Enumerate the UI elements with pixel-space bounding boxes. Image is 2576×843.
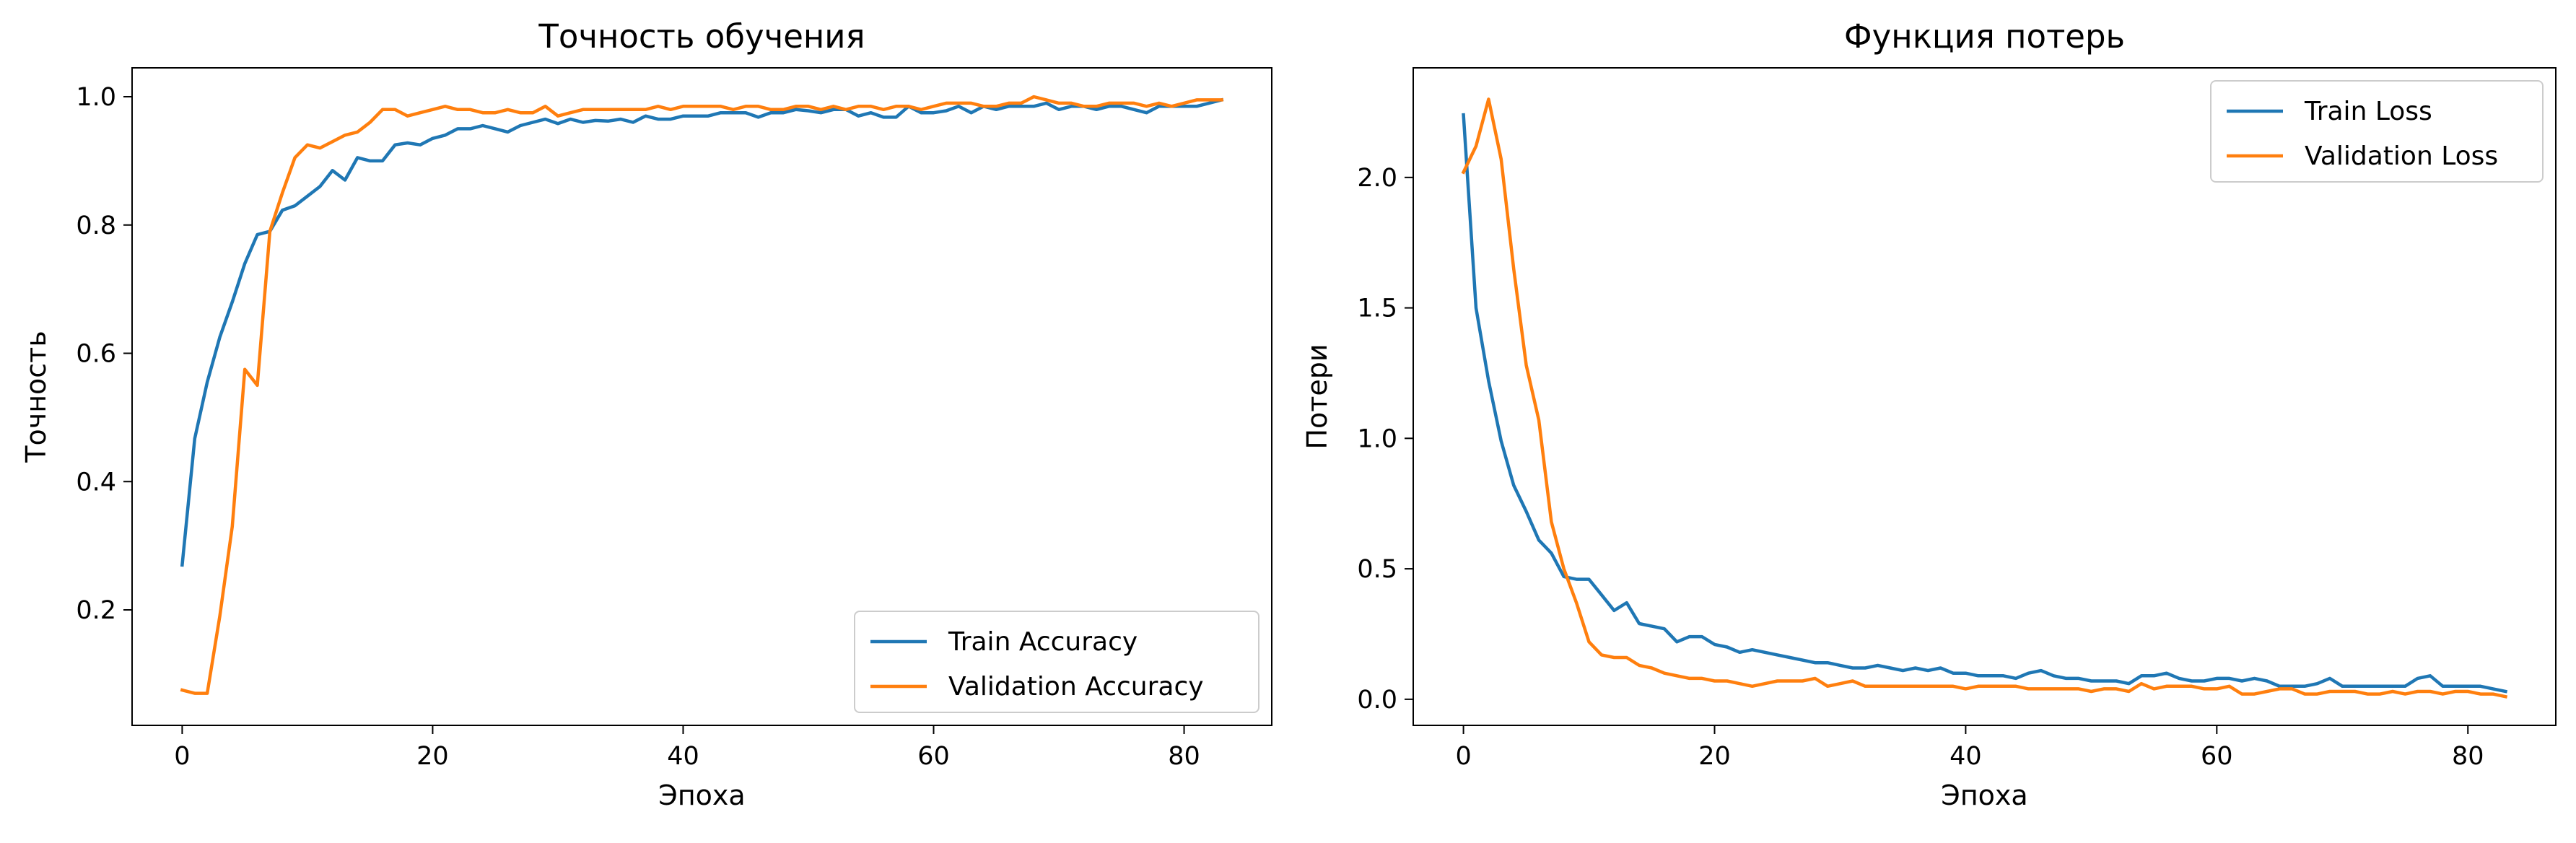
accuracy-plot-frame — [131, 67, 1272, 726]
accuracy-series-line-validation-accuracy — [180, 95, 1223, 695]
loss-y-tick-label: 0.5 — [1357, 555, 1397, 584]
accuracy-chart: Точность обучения 0 20 40 60 80 0.2 0.4 0.6 0.8 1.… — [20, 17, 1272, 811]
loss-legend-box — [2210, 80, 2544, 183]
accuracy-x-tick-label: 40 — [667, 742, 699, 771]
accuracy-series-line-train-accuracy — [180, 97, 1224, 567]
accuracy-y-tick-label: 0.4 — [76, 468, 116, 497]
loss-series-line-validation-loss — [1461, 97, 2508, 699]
loss-series-line-train-loss — [1462, 113, 2508, 694]
loss-y-tick-label: 2.0 — [1357, 164, 1397, 193]
loss-x-tick-label: 0 — [1455, 742, 1471, 771]
loss-y-tick-label: 1.0 — [1357, 424, 1397, 453]
loss-legend-label: Train Loss — [2304, 97, 2432, 126]
loss-title: Функция потерь — [1844, 17, 2125, 56]
accuracy-legend: Train Accuracy Validation Accuracy — [854, 611, 1259, 713]
loss-x-tick-label: 60 — [2201, 742, 2233, 771]
loss-x-tick-label: 20 — [1698, 742, 1731, 771]
accuracy-y-tick-label: 0.2 — [76, 596, 116, 625]
loss-x-axis-label: Эпоха — [1941, 779, 2027, 811]
loss-legend: Train Loss Validation Loss — [2210, 80, 2544, 183]
loss-plot-frame — [1413, 67, 2557, 726]
loss-x-tick-label: 40 — [1950, 742, 1982, 771]
accuracy-legend-label: Train Accuracy — [948, 627, 1138, 657]
accuracy-x-tick-label: 60 — [917, 742, 950, 771]
accuracy-x-tick-label: 0 — [174, 742, 190, 771]
loss-legend-label: Validation Loss — [2305, 141, 2498, 171]
accuracy-y-tick-label: 0.8 — [76, 211, 116, 240]
accuracy-x-tick-label: 20 — [416, 742, 449, 771]
loss-y-axis-label: Потери — [1301, 344, 1333, 449]
accuracy-legend-label: Validation Accuracy — [948, 672, 1204, 702]
accuracy-y-tick-label: 1.0 — [76, 83, 116, 112]
accuracy-title: Точность обучения — [538, 17, 865, 56]
accuracy-x-axis-label: Эпоха — [658, 779, 745, 811]
accuracy-x-tick-label: 80 — [1168, 742, 1200, 771]
loss-y-tick-label: 1.5 — [1357, 294, 1397, 323]
loss-x-tick-label: 80 — [2452, 742, 2484, 771]
loss-chart: Функция потерь 0 20 40 60 80 0.0 0.5 1.0 1.5 2.0 Эп… — [1301, 17, 2557, 811]
accuracy-y-axis-label: Точность — [20, 331, 52, 463]
accuracy-legend-box — [854, 611, 1259, 713]
accuracy-y-tick-label: 0.6 — [76, 340, 116, 369]
loss-y-tick-label: 0.0 — [1357, 686, 1397, 715]
